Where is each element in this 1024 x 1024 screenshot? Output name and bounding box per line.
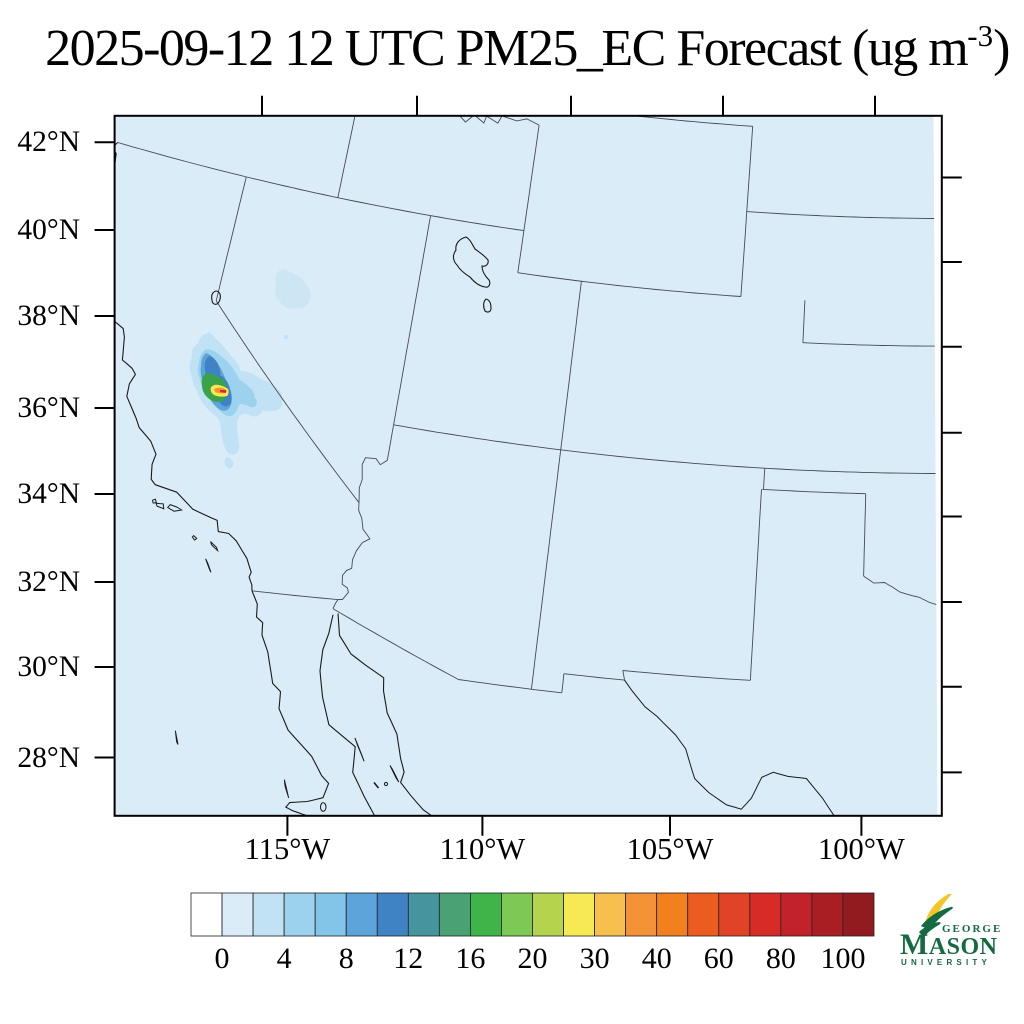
svg-text:UNIVERSITY: UNIVERSITY	[901, 958, 991, 967]
svg-text:GEORGE: GEORGE	[942, 923, 1002, 935]
svg-text:MASON: MASON	[900, 928, 998, 961]
